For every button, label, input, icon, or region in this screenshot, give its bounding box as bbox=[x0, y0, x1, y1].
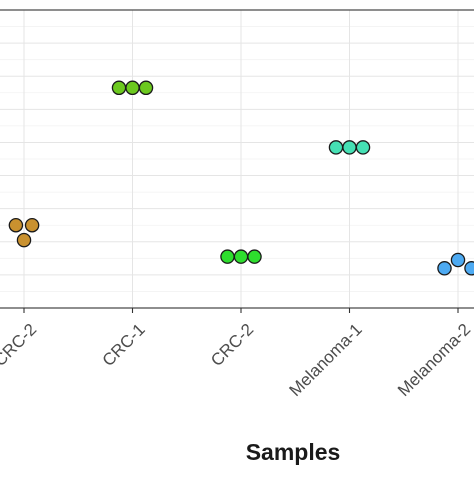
gridlines bbox=[0, 9, 474, 308]
data-point-melanoma-1-3 bbox=[355, 140, 371, 155]
x-tick-label: Melanoma-2 bbox=[394, 320, 474, 400]
data-point-crc-2-2 bbox=[233, 249, 249, 264]
data-points bbox=[8, 80, 474, 276]
data-point-crc-2-2 bbox=[24, 217, 40, 233]
data-point-melanoma-2-3 bbox=[450, 252, 466, 268]
x-tick-label: CRC-2 bbox=[0, 320, 40, 370]
data-point-crc-1-2 bbox=[125, 80, 140, 96]
data-point-crc-2-3 bbox=[16, 232, 32, 248]
data-point-crc-1-1 bbox=[111, 80, 127, 96]
plot-border bbox=[0, 9, 474, 309]
x-tick-label: CRC-2 bbox=[207, 320, 257, 370]
data-point-crc-2-3 bbox=[247, 249, 262, 264]
data-point-melanoma-1-2 bbox=[342, 140, 357, 155]
x-axis-title: Samples bbox=[246, 439, 341, 465]
data-point-crc-2-1 bbox=[220, 249, 235, 264]
x-tick-label: Melanoma-1 bbox=[286, 320, 366, 400]
data-point-melanoma-2-2 bbox=[464, 261, 474, 276]
data-point-melanoma-1-1 bbox=[328, 140, 344, 155]
plot-frame bbox=[0, 9, 474, 309]
data-point-crc-1-3 bbox=[138, 80, 154, 96]
x-tick-label: CRC-1 bbox=[99, 320, 149, 370]
data-point-melanoma-2-1 bbox=[437, 261, 452, 276]
data-point-crc-2-1 bbox=[8, 217, 24, 233]
